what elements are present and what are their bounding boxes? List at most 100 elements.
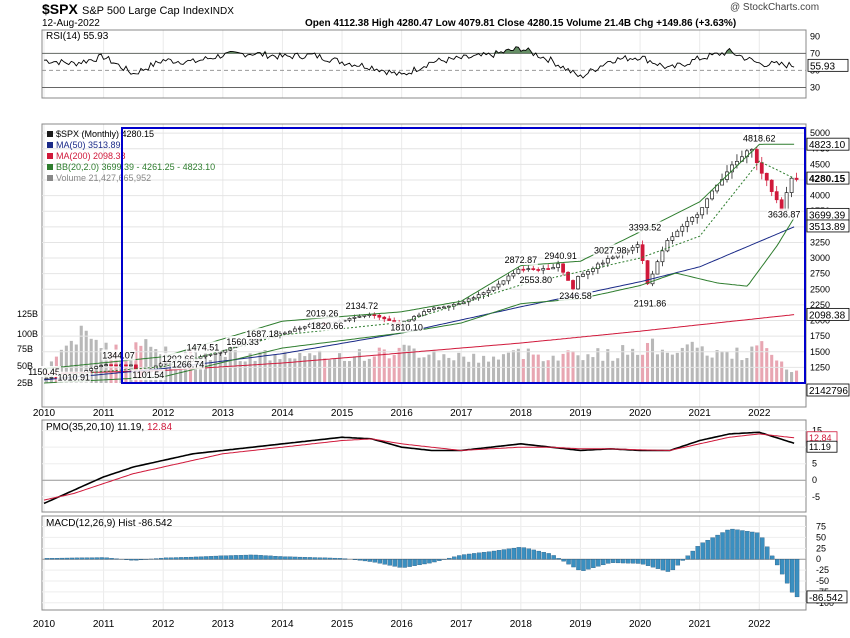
macd-hist-bar	[105, 558, 109, 559]
candle-body	[353, 317, 356, 318]
rsi-line	[44, 47, 794, 78]
volume-bar	[557, 361, 560, 383]
candle-body	[95, 367, 98, 369]
candle-body	[755, 149, 758, 162]
price-annotation: 1820.66	[311, 321, 344, 331]
price-right-label: 4823.10	[809, 140, 846, 151]
price-annotation: 1344.07	[102, 351, 135, 361]
macd-hist-bar	[164, 558, 168, 559]
volume-bar	[711, 358, 714, 383]
macd-hist-bar	[457, 556, 461, 560]
volume-bar	[363, 361, 366, 383]
macd-hist-bar	[283, 557, 287, 560]
x-tick-label-lower: 2020	[629, 619, 652, 630]
macd-hist-bar	[745, 531, 749, 559]
macd-hist-bar	[795, 559, 799, 597]
volume-bar	[691, 342, 694, 383]
volume-bar	[552, 356, 555, 383]
macd-hist-bar	[249, 555, 253, 559]
candle-body	[706, 199, 709, 208]
x-tick-label-upper: 2016	[391, 408, 414, 419]
price-annotation: 1474.51	[187, 342, 220, 352]
macd-hist-bar	[601, 559, 605, 565]
volume-bar	[596, 348, 599, 383]
macd-hist-bar	[646, 559, 650, 566]
macd-hist-bar	[313, 558, 317, 560]
macd-hist-bar	[139, 559, 143, 560]
macd-hist-bar	[522, 548, 526, 560]
volume-bar	[586, 354, 589, 383]
candle-body	[100, 366, 103, 367]
pmo-tick-label: 5	[812, 459, 817, 469]
price-annotation: 1010.91	[58, 373, 91, 383]
volume-bar	[795, 371, 798, 383]
macd-legend: MACD(12,26,9) Hist -86.542	[46, 518, 173, 529]
price-annotation: 2940.91	[544, 251, 577, 261]
price-right-label: 3513.89	[809, 222, 846, 233]
macd-hist-bar	[760, 538, 764, 560]
macd-hist-bar	[194, 557, 198, 559]
candle-body	[681, 226, 684, 231]
volume-bar	[229, 348, 232, 383]
macd-tick-label: 75	[816, 522, 826, 532]
bb-middle-line	[44, 161, 794, 376]
volume-bar	[770, 355, 773, 383]
macd-hist-bar	[571, 559, 575, 567]
rsi-tick-label: 70	[810, 48, 820, 58]
candle-body	[631, 247, 634, 250]
index-name: S&P 500 Large Cap Index	[82, 5, 210, 17]
rsi-last-label: 55.93	[810, 61, 835, 72]
volume-bar	[437, 360, 440, 383]
price-annotation: 2872.87	[505, 255, 538, 265]
price-annotation: 1101.54	[132, 370, 164, 380]
volume-bar	[368, 359, 371, 383]
candle-body	[348, 318, 351, 320]
legend-swatch	[47, 142, 53, 148]
x-tick-label-lower: 2010	[33, 619, 56, 630]
volume-bar	[606, 349, 609, 383]
macd-hist-bar	[55, 558, 59, 559]
macd-hist-bar	[353, 559, 357, 560]
macd-hist-bar	[264, 556, 268, 560]
price-right-label: 4280.15	[809, 174, 846, 185]
volume-bar	[378, 348, 381, 383]
volume-bar	[775, 361, 778, 383]
macd-hist-bar	[770, 556, 774, 559]
rsi-tick-label: 90	[810, 31, 820, 41]
candle-body	[482, 293, 485, 295]
price-annotation: 2553.80	[519, 275, 552, 285]
pmo-tick-label: 0	[812, 475, 817, 485]
volume-bar	[313, 355, 316, 383]
macd-hist-bar	[676, 559, 680, 565]
volume-bar	[716, 350, 719, 383]
volume-bar	[403, 345, 406, 383]
volume-bar	[686, 344, 689, 383]
macd-hist-bar	[562, 559, 566, 561]
candle-body	[159, 364, 162, 366]
volume-bar	[765, 348, 768, 383]
candle-body	[775, 192, 778, 200]
price-tick-label: 3250	[810, 237, 830, 247]
candle-body	[303, 327, 306, 328]
macd-hist-bar	[373, 559, 377, 562]
candle-body	[283, 333, 286, 334]
macd-hist-bar	[224, 556, 228, 560]
macd-hist-bar	[268, 556, 272, 559]
volume-tick-label: 100B	[17, 329, 38, 339]
volume-bar	[432, 351, 435, 383]
price-tick-label: 2500	[810, 284, 830, 294]
candle-body	[432, 308, 435, 310]
volume-bar	[542, 361, 545, 383]
candle-body	[552, 268, 555, 269]
macd-hist-bar	[686, 556, 690, 559]
price-tick-label: 5000	[810, 128, 830, 138]
x-tick-label-upper: 2018	[510, 408, 533, 419]
macd-hist-bar	[552, 555, 556, 559]
candle-body	[110, 365, 113, 366]
macd-hist-bar	[706, 540, 710, 559]
macd-hist-bar	[621, 559, 625, 563]
pmo-tick-label: -5	[812, 492, 820, 502]
x-tick-label-upper: 2017	[450, 408, 473, 419]
volume-bar	[760, 341, 763, 383]
candle-body	[661, 251, 664, 262]
